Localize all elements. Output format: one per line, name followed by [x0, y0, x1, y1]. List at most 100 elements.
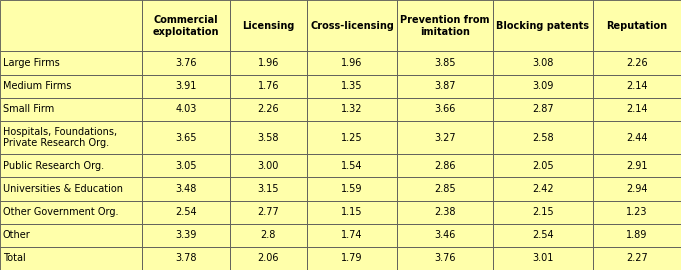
- Text: Total: Total: [3, 254, 25, 264]
- Bar: [142, 121, 230, 154]
- Bar: [397, 177, 493, 201]
- Text: 2.54: 2.54: [532, 230, 554, 240]
- Bar: [493, 51, 592, 75]
- Text: 3.27: 3.27: [434, 133, 456, 143]
- Text: 1.32: 1.32: [341, 104, 363, 114]
- Bar: [230, 224, 306, 247]
- Bar: [397, 224, 493, 247]
- Text: Small Firm: Small Firm: [3, 104, 54, 114]
- Bar: [493, 177, 592, 201]
- Text: 1.15: 1.15: [341, 207, 363, 217]
- Bar: [0, 121, 142, 154]
- Bar: [142, 201, 230, 224]
- Text: 3.65: 3.65: [175, 133, 197, 143]
- Bar: [592, 0, 681, 51]
- Text: 3.66: 3.66: [434, 104, 456, 114]
- Bar: [142, 51, 230, 75]
- Bar: [493, 0, 592, 51]
- Bar: [0, 201, 142, 224]
- Bar: [493, 201, 592, 224]
- Bar: [230, 98, 306, 121]
- Text: 3.91: 3.91: [175, 81, 197, 91]
- Bar: [306, 98, 397, 121]
- Text: 2.44: 2.44: [626, 133, 648, 143]
- Bar: [397, 0, 493, 51]
- Text: 2.38: 2.38: [434, 207, 456, 217]
- Text: 3.09: 3.09: [533, 81, 554, 91]
- Text: 2.26: 2.26: [626, 58, 648, 68]
- Bar: [0, 98, 142, 121]
- Bar: [230, 247, 306, 270]
- Text: 3.15: 3.15: [257, 184, 279, 194]
- Text: 2.15: 2.15: [532, 207, 554, 217]
- Bar: [592, 247, 681, 270]
- Text: 2.06: 2.06: [257, 254, 279, 264]
- Bar: [397, 75, 493, 98]
- Bar: [493, 75, 592, 98]
- Bar: [592, 177, 681, 201]
- Text: 3.58: 3.58: [257, 133, 279, 143]
- Bar: [230, 51, 306, 75]
- Text: 1.89: 1.89: [627, 230, 648, 240]
- Bar: [306, 201, 397, 224]
- Text: 3.00: 3.00: [257, 161, 279, 171]
- Text: Universities & Education: Universities & Education: [3, 184, 123, 194]
- Text: 1.59: 1.59: [341, 184, 363, 194]
- Text: 2.94: 2.94: [626, 184, 648, 194]
- Text: Cross-licensing: Cross-licensing: [310, 21, 394, 31]
- Text: 2.87: 2.87: [532, 104, 554, 114]
- Bar: [142, 98, 230, 121]
- Text: 1.76: 1.76: [257, 81, 279, 91]
- Text: 2.14: 2.14: [626, 104, 648, 114]
- Text: Medium Firms: Medium Firms: [3, 81, 71, 91]
- Text: 1.96: 1.96: [341, 58, 363, 68]
- Bar: [306, 224, 397, 247]
- Bar: [493, 247, 592, 270]
- Bar: [142, 177, 230, 201]
- Bar: [0, 247, 142, 270]
- Bar: [306, 154, 397, 177]
- Bar: [306, 75, 397, 98]
- Bar: [397, 98, 493, 121]
- Bar: [0, 75, 142, 98]
- Bar: [0, 0, 142, 51]
- Text: 2.26: 2.26: [257, 104, 279, 114]
- Text: 2.85: 2.85: [434, 184, 456, 194]
- Bar: [230, 154, 306, 177]
- Text: Blocking patents: Blocking patents: [496, 21, 590, 31]
- Bar: [306, 0, 397, 51]
- Text: 2.86: 2.86: [434, 161, 456, 171]
- Bar: [592, 224, 681, 247]
- Bar: [592, 75, 681, 98]
- Text: 1.35: 1.35: [341, 81, 363, 91]
- Bar: [397, 121, 493, 154]
- Text: 3.87: 3.87: [434, 81, 456, 91]
- Text: 3.76: 3.76: [175, 58, 197, 68]
- Bar: [0, 177, 142, 201]
- Text: Other Government Org.: Other Government Org.: [3, 207, 118, 217]
- Bar: [592, 121, 681, 154]
- Text: Other: Other: [3, 230, 31, 240]
- Text: 2.27: 2.27: [626, 254, 648, 264]
- Bar: [230, 0, 306, 51]
- Text: 3.46: 3.46: [434, 230, 456, 240]
- Text: 2.8: 2.8: [261, 230, 276, 240]
- Text: 2.14: 2.14: [626, 81, 648, 91]
- Text: 2.05: 2.05: [532, 161, 554, 171]
- Text: 3.01: 3.01: [533, 254, 554, 264]
- Text: Large Firms: Large Firms: [3, 58, 59, 68]
- Bar: [493, 121, 592, 154]
- Bar: [397, 201, 493, 224]
- Bar: [142, 247, 230, 270]
- Text: 2.54: 2.54: [175, 207, 197, 217]
- Text: Public Research Org.: Public Research Org.: [3, 161, 104, 171]
- Bar: [397, 51, 493, 75]
- Text: 1.25: 1.25: [341, 133, 363, 143]
- Bar: [230, 201, 306, 224]
- Text: Licensing: Licensing: [242, 21, 295, 31]
- Text: 1.74: 1.74: [341, 230, 363, 240]
- Bar: [306, 177, 397, 201]
- Bar: [592, 98, 681, 121]
- Bar: [397, 247, 493, 270]
- Bar: [592, 201, 681, 224]
